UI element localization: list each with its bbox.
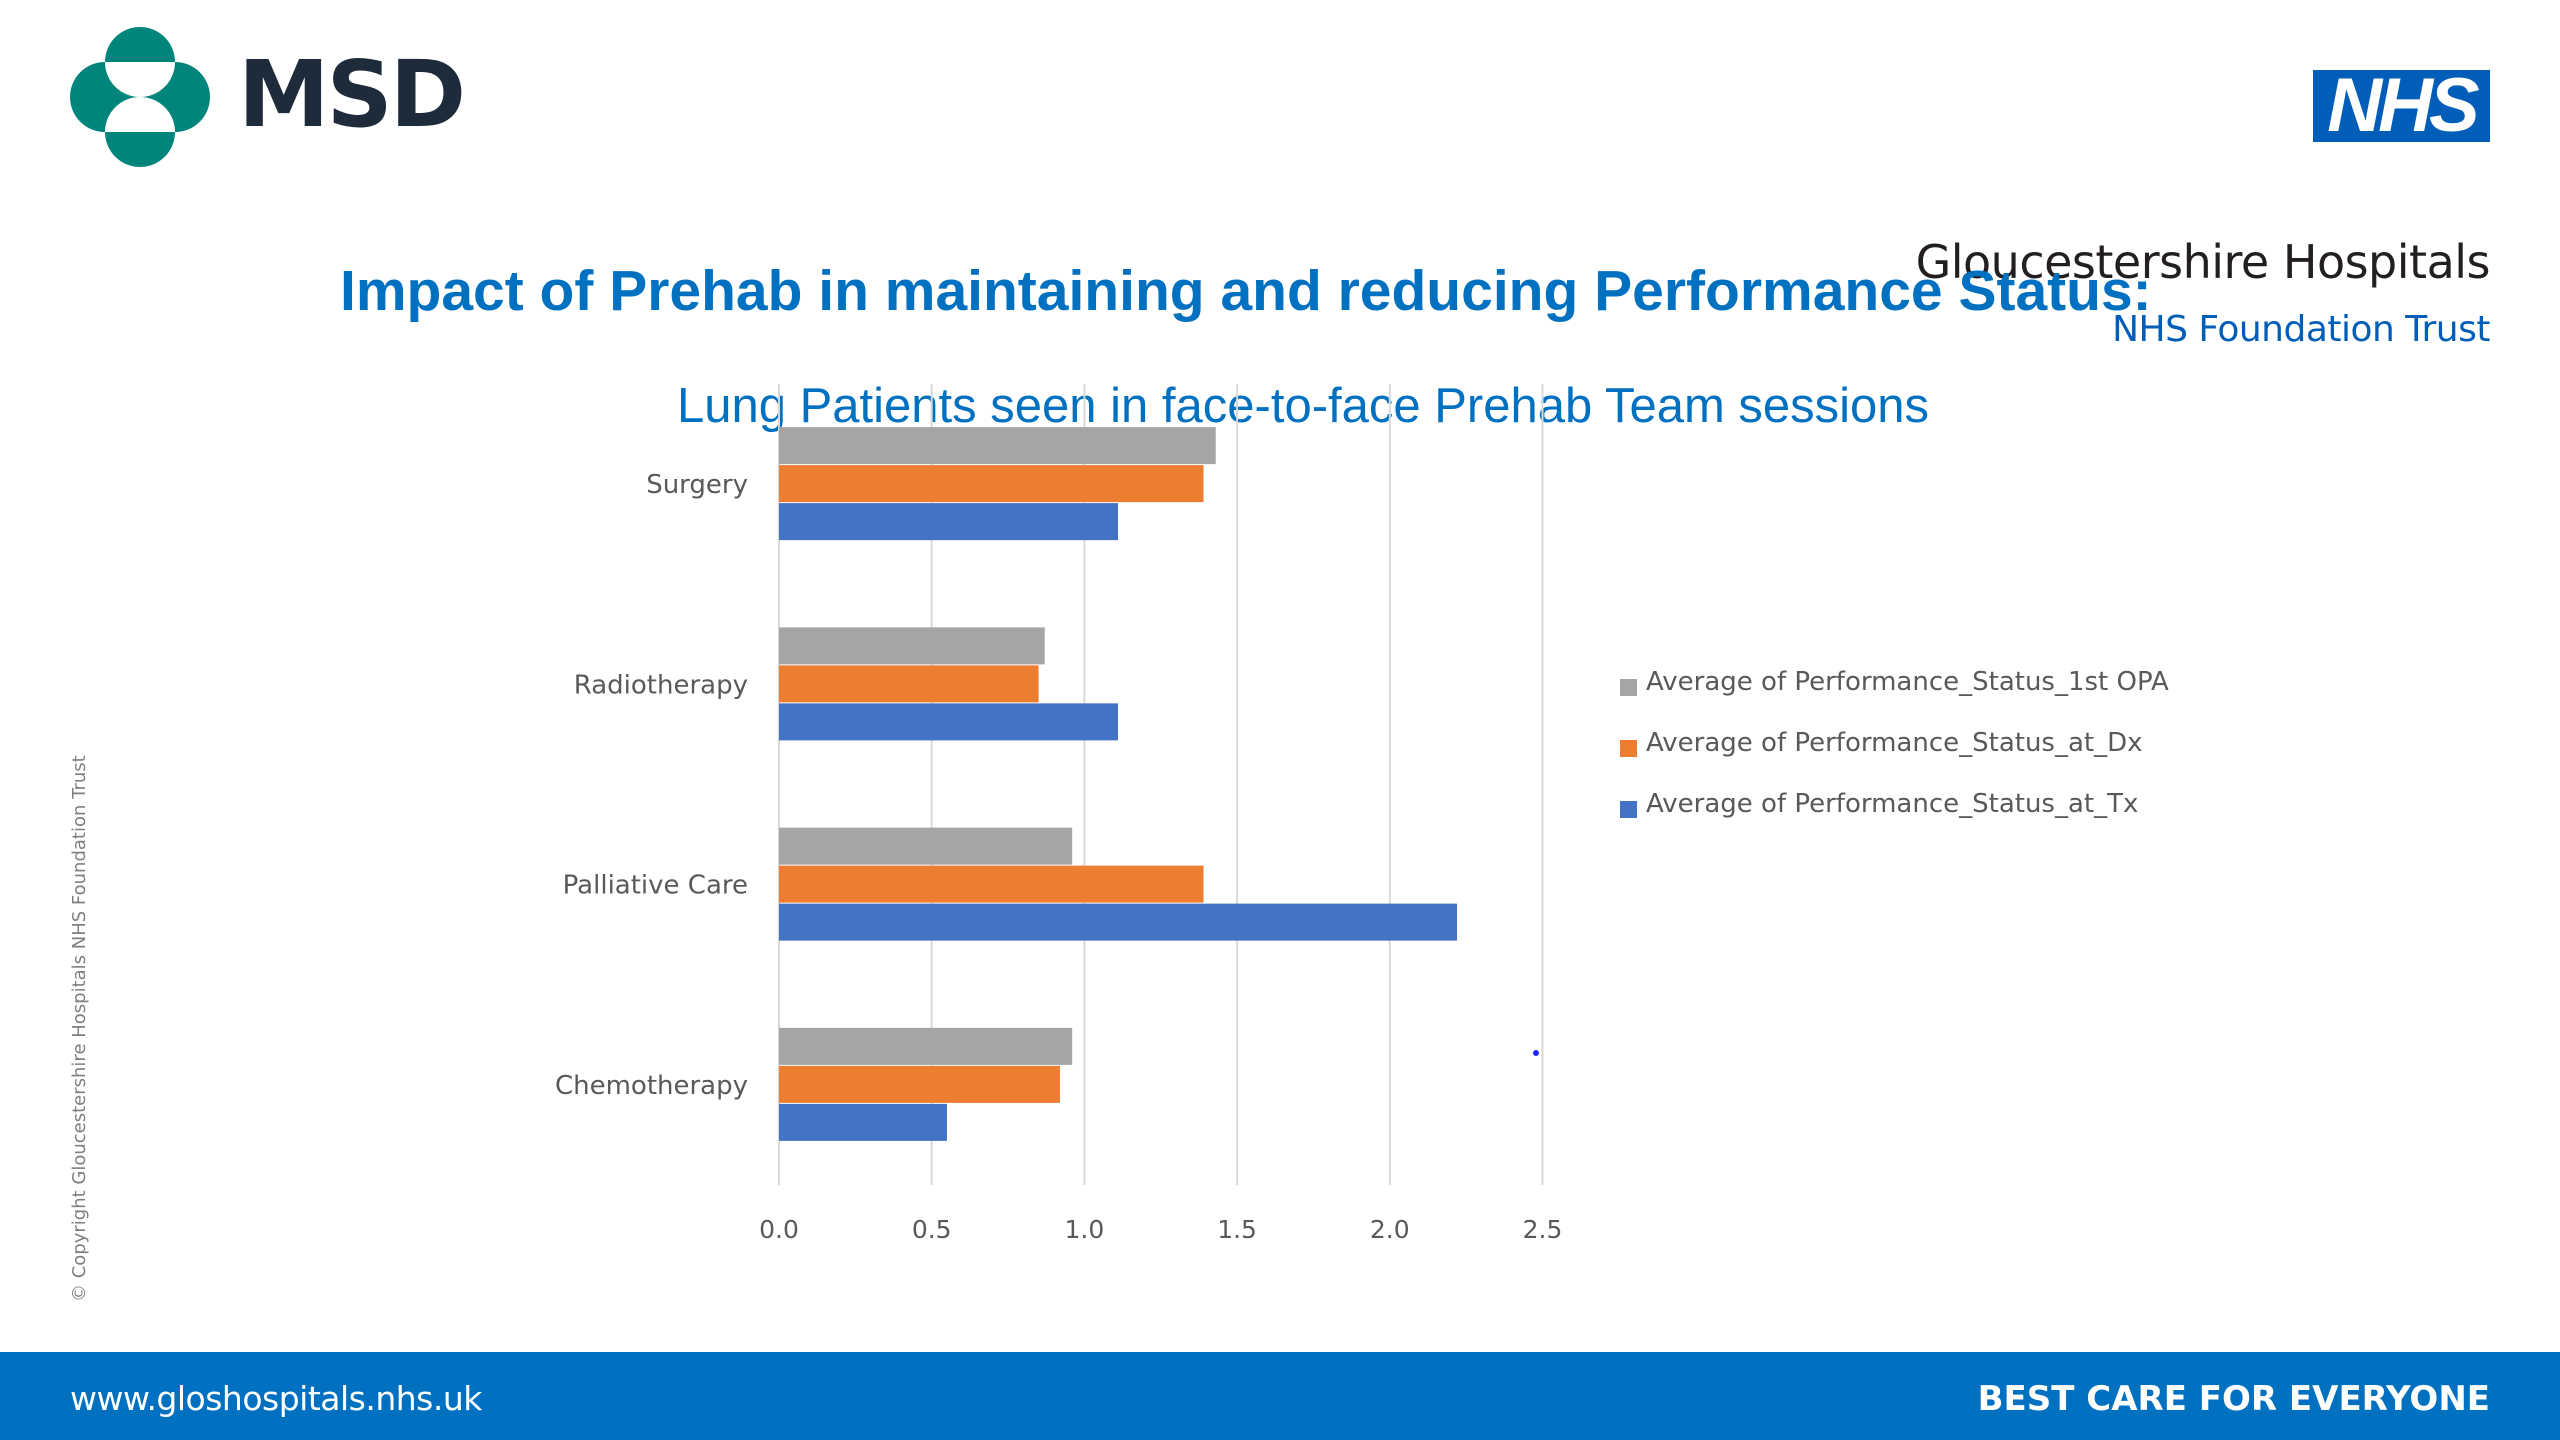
bar-palliative-care-series-1 xyxy=(779,865,1204,903)
legend-label: Average of Performance_Status_at_Dx xyxy=(1646,728,2143,758)
x-tick-label: 2.0 xyxy=(1370,1215,1410,1244)
category-label: Radiotherapy xyxy=(574,670,748,700)
category-labels: Surgery Radiotherapy Palliative Care Chemot… xyxy=(555,470,748,1101)
x-tick-label: 0.0 xyxy=(759,1215,799,1244)
legend-swatch-orange-icon xyxy=(1620,740,1637,757)
bar-palliative-care-series-2 xyxy=(779,903,1457,941)
bar-radiotherapy-series-0 xyxy=(779,627,1045,665)
slide-title: Impact of Prehab in maintaining and redu… xyxy=(340,259,2152,323)
x-tick-label: 0.5 xyxy=(912,1215,952,1244)
footer-website-link[interactable]: www.gloshospitals.nhs.uk xyxy=(70,1379,482,1418)
legend-swatch-gray-icon xyxy=(1620,679,1637,696)
organization-subtitle: NHS Foundation Trust xyxy=(2112,309,2490,350)
category-label: Surgery xyxy=(646,470,748,500)
category-label: Chemotherapy xyxy=(555,1071,748,1101)
bar-surgery-series-2 xyxy=(779,503,1118,541)
legend-label: Average of Performance_Status_at_Tx xyxy=(1646,789,2139,819)
msd-logo-icon xyxy=(70,27,210,167)
nhs-logo: NHS xyxy=(2313,68,2490,144)
footer-bar: www.gloshospitals.nhs.uk BEST CARE FOR E… xyxy=(0,1352,2560,1440)
x-tick-label: 2.5 xyxy=(1523,1215,1563,1244)
footer-tagline: BEST CARE FOR EVERYONE xyxy=(1977,1379,2490,1419)
msd-logo-text: MSD xyxy=(238,41,466,148)
bar-chemotherapy-series-2 xyxy=(779,1103,947,1141)
legend-item-at-dx: Average of Performance_Status_at_Dx xyxy=(1612,721,2172,765)
bar-surgery-series-0 xyxy=(779,427,1216,465)
legend-item-1st-opa: Average of Performance_Status_1st OPA xyxy=(1612,660,2172,704)
bar-chemotherapy-series-0 xyxy=(779,1027,1073,1065)
cursor-dot-icon xyxy=(1533,1050,1539,1056)
bar-chemotherapy-series-1 xyxy=(779,1065,1060,1103)
legend-item-at-tx: Average of Performance_Status_at_Tx xyxy=(1612,782,2172,826)
x-axis-tick-labels: 0.0 0.5 1.0 1.5 2.0 2.5 xyxy=(759,1215,1562,1244)
bar-radiotherapy-series-1 xyxy=(779,665,1039,703)
category-label: Palliative Care xyxy=(563,871,748,901)
chart-legend: Average of Performance_Status_1st OPA Av… xyxy=(1612,660,2172,843)
x-tick-label: 1.0 xyxy=(1065,1215,1105,1244)
msd-logo-mark xyxy=(70,27,210,167)
organization-name: Gloucestershire Hospitals xyxy=(1915,235,2491,289)
bar-surgery-series-1 xyxy=(779,465,1204,503)
bar-palliative-care-series-0 xyxy=(779,827,1073,865)
legend-label: Average of Performance_Status_1st OPA xyxy=(1646,667,2169,697)
bar-radiotherapy-series-2 xyxy=(779,703,1118,741)
slide-subtitle: Lung Patients seen in face-to-face Preha… xyxy=(677,379,1930,433)
legend-swatch-blue-icon xyxy=(1620,801,1637,818)
x-tick-label: 1.5 xyxy=(1217,1215,1257,1244)
bars xyxy=(779,427,1457,1141)
